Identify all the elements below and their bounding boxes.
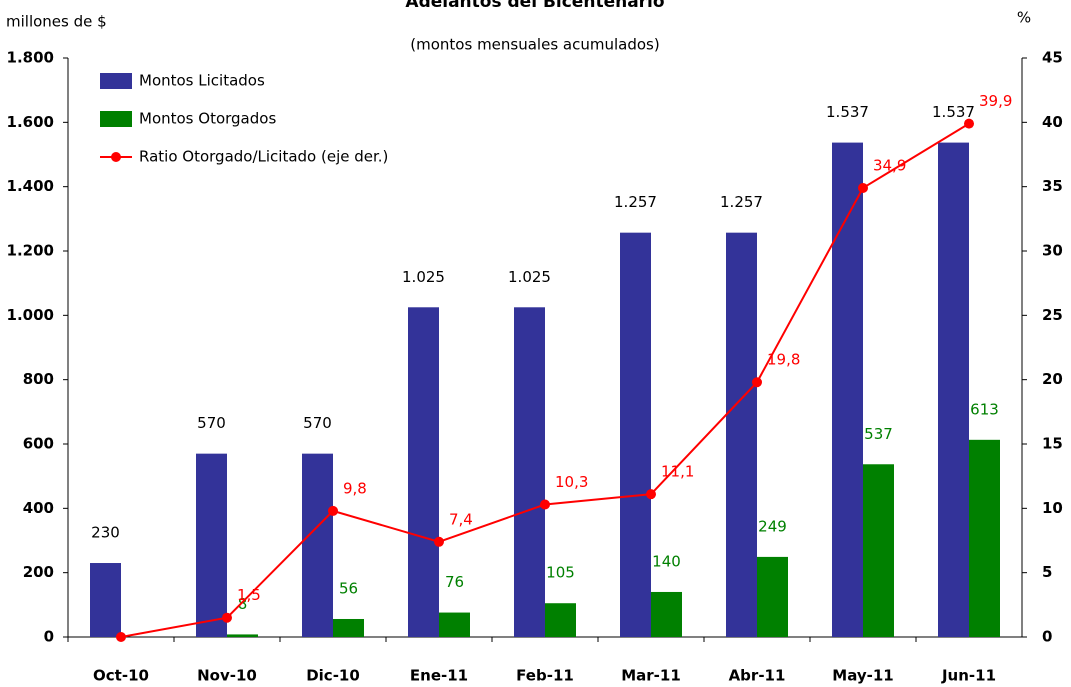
- legend-label: Ratio Otorgado/Licitado (eje der.): [139, 148, 388, 166]
- y2-tick-label: 0: [1042, 628, 1052, 646]
- ratio-point: [752, 377, 762, 388]
- line-label: 1,5: [237, 586, 261, 604]
- bar-label: 613: [970, 400, 999, 418]
- y-axis-label: millones de $: [6, 13, 107, 31]
- ratio-point: [964, 118, 974, 129]
- y-tick-label: 400: [23, 499, 54, 517]
- y2-tick-label: 5: [1042, 563, 1052, 581]
- bar: [227, 634, 258, 637]
- y-tick-label: 800: [23, 370, 54, 388]
- x-tick-label: Abr-11: [729, 667, 786, 685]
- line-label: 9,8: [343, 479, 367, 497]
- legend-label: Montos Licitados: [139, 72, 265, 90]
- bar-label: 570: [197, 414, 226, 432]
- bar: [333, 618, 364, 637]
- y2-tick-label: 45: [1042, 49, 1063, 67]
- y-tick-label: 200: [23, 563, 54, 581]
- x-tick-label: Mar-11: [621, 667, 681, 685]
- bar-label: 249: [758, 517, 787, 535]
- y2-tick-label: 40: [1042, 113, 1063, 131]
- bar-label: 1.025: [402, 268, 445, 286]
- ratio-point: [116, 632, 126, 642]
- bar: [969, 439, 1000, 637]
- y2-tick-label: 35: [1042, 177, 1063, 195]
- y2-tick-label: 30: [1042, 242, 1063, 260]
- ratio-point: [434, 536, 444, 547]
- legend-swatch: [100, 111, 132, 127]
- y2-tick-label: 25: [1042, 306, 1063, 324]
- y2-tick-label: 15: [1042, 435, 1063, 453]
- bar: [545, 603, 576, 637]
- bar-label: 105: [546, 564, 575, 582]
- chart-subtitle: (montos mensuales acumulados): [410, 36, 659, 54]
- bar: [938, 142, 969, 637]
- bar: [514, 307, 545, 637]
- bar-label: 8: [238, 595, 248, 613]
- bar: [651, 591, 682, 637]
- bar-label: 537: [864, 425, 893, 443]
- ratio-point: [222, 612, 232, 623]
- legend-swatch: [100, 73, 132, 89]
- bar-label: 1.257: [720, 193, 763, 211]
- legend-swatch: [111, 152, 121, 162]
- bar: [302, 453, 333, 637]
- ratio-point: [858, 182, 868, 193]
- chart-title: Adelantos del Bicentenario: [405, 0, 664, 12]
- line-label: 34,9: [873, 156, 906, 174]
- bar-label: 570: [303, 414, 332, 432]
- y-tick-label: 1.000: [7, 306, 54, 324]
- bar-label: 1.537: [826, 103, 869, 121]
- ratio-point: [646, 489, 656, 500]
- y-tick-label: 600: [23, 435, 54, 453]
- line-label: 11,1: [661, 463, 694, 481]
- y-tick-label: 1.600: [7, 113, 54, 131]
- y2-tick-label: 10: [1042, 499, 1063, 517]
- x-tick-label: Dic-10: [306, 667, 360, 685]
- x-tick-label: Nov-10: [197, 667, 257, 685]
- bar-label: 140: [652, 552, 681, 570]
- ratio-point: [328, 505, 338, 516]
- bar: [863, 464, 894, 637]
- bar-label: 1.537: [932, 103, 975, 121]
- y-tick-label: 0: [44, 628, 54, 646]
- y-tick-label: 1.800: [7, 49, 54, 67]
- bar: [408, 307, 439, 637]
- ratio-point: [540, 499, 550, 510]
- bar: [196, 453, 227, 637]
- bar: [620, 232, 651, 638]
- line-label: 7,4: [449, 510, 473, 528]
- line-label: 19,8: [767, 351, 800, 369]
- legend-label: Montos Otorgados: [139, 110, 276, 128]
- bar-label: 56: [339, 579, 358, 597]
- bar-label: 230: [91, 524, 120, 542]
- bar: [439, 612, 470, 637]
- y-tick-label: 1.400: [7, 177, 54, 195]
- x-tick-label: Ene-11: [410, 667, 468, 685]
- y2-tick-label: 20: [1042, 370, 1063, 388]
- bar: [757, 556, 788, 637]
- bar-label: 76: [445, 573, 464, 591]
- bar-label: 1.025: [508, 268, 551, 286]
- bar: [726, 232, 757, 638]
- bar: [90, 563, 121, 637]
- bar-label: 1.257: [614, 193, 657, 211]
- x-tick-label: Feb-11: [516, 667, 574, 685]
- x-tick-label: Jun-11: [941, 667, 996, 685]
- x-tick-label: May-11: [832, 667, 893, 685]
- line-label: 39,9: [979, 92, 1012, 110]
- bar: [832, 142, 863, 637]
- y-tick-label: 1.200: [7, 242, 54, 260]
- y2-axis-label: %: [1017, 9, 1031, 27]
- x-tick-label: Oct-10: [93, 667, 149, 685]
- line-label: 10,3: [555, 473, 588, 491]
